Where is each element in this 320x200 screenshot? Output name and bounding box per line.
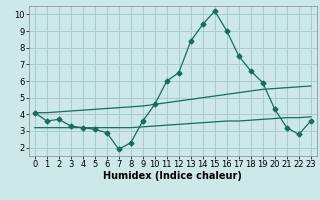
X-axis label: Humidex (Indice chaleur): Humidex (Indice chaleur) xyxy=(103,171,242,181)
